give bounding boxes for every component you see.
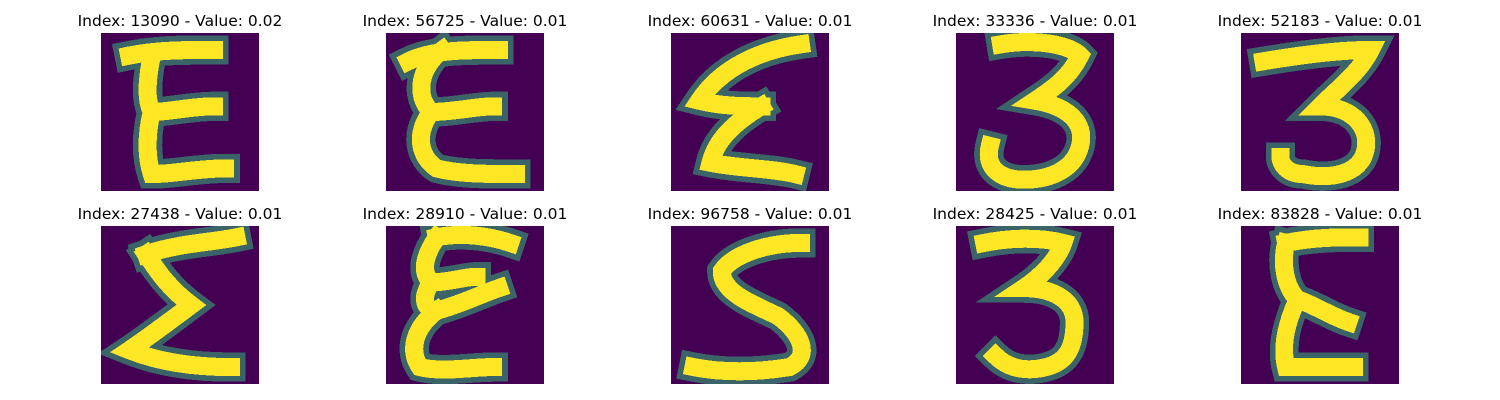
three-glyph: [956, 33, 1114, 191]
image-panel: Index: 27438 - Value: 0.01: [70, 204, 290, 394]
image-panel: Index: 28425 - Value: 0.01: [925, 204, 1145, 394]
image-panel: Index: 83828 - Value: 0.01: [1210, 204, 1430, 394]
epsilon-glyph: [1241, 226, 1399, 384]
panel-title: Index: 56725 - Value: 0.01: [362, 12, 568, 30]
panel-title: Index: 27438 - Value: 0.01: [77, 205, 283, 223]
panel-title: Index: 60631 - Value: 0.01: [647, 12, 853, 30]
image-panel: Index: 96758 - Value: 0.01: [640, 204, 860, 394]
panel-title: Index: 33336 - Value: 0.01: [932, 12, 1138, 30]
image-panel: Index: 52183 - Value: 0.01: [1210, 11, 1430, 201]
epsilon-glyph: [386, 226, 544, 384]
image-panel: Index: 60631 - Value: 0.01: [640, 11, 860, 201]
image-panel: Index: 28910 - Value: 0.01: [355, 204, 575, 394]
three-glyph: [956, 226, 1114, 384]
three-glyph: [1241, 33, 1399, 191]
panel-title: Index: 83828 - Value: 0.01: [1217, 205, 1423, 223]
epsilon-glyph: [671, 33, 829, 191]
panel-title: Index: 52183 - Value: 0.01: [1217, 12, 1423, 30]
image-panel: Index: 33336 - Value: 0.01: [925, 11, 1145, 201]
panel-title: Index: 96758 - Value: 0.01: [647, 205, 853, 223]
epsilon-glyph: [101, 226, 259, 384]
epsilon-glyph: [101, 33, 259, 191]
epsilon-glyph: [386, 33, 544, 191]
image-panel: Index: 56725 - Value: 0.01: [355, 11, 575, 201]
panel-title: Index: 13090 - Value: 0.02: [77, 12, 283, 30]
image-panel: Index: 13090 - Value: 0.02: [70, 11, 290, 201]
panel-title: Index: 28910 - Value: 0.01: [362, 205, 568, 223]
five-glyph: [671, 226, 829, 384]
panel-title: Index: 28425 - Value: 0.01: [932, 205, 1138, 223]
